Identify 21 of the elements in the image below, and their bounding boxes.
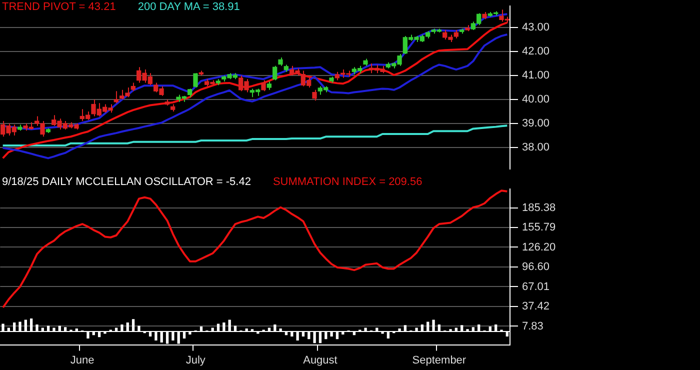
y-tick-label: 40.00 xyxy=(522,94,550,106)
y-tick-label: 37.42 xyxy=(522,300,550,313)
text: 9/18/25 DAILY MCCLELLAN OSCILLATOR = -5.42 xyxy=(2,176,251,188)
x-tick-label: July xyxy=(186,354,206,366)
text: TREND PIVOT = 43.21 xyxy=(2,1,116,13)
y-tick-label: 67.01 xyxy=(522,280,550,293)
y-tick-label: 185.38 xyxy=(522,202,556,214)
y-tick-label: 155.79 xyxy=(522,222,556,234)
y-tick-label: 39.00 xyxy=(522,117,550,130)
y-tick-label: 126.20 xyxy=(522,241,556,254)
y-tick-label: 42.00 xyxy=(522,46,550,58)
x-tick-label: September xyxy=(412,354,466,366)
x-tick-label: August xyxy=(303,354,338,366)
text: 200 DAY MA = 38.91 xyxy=(138,1,240,13)
y-tick-label: 43.00 xyxy=(522,22,550,34)
x-tick-label: June xyxy=(70,354,94,366)
y-tick-label: 41.00 xyxy=(522,70,550,82)
y-tick-label: 96.60 xyxy=(522,261,550,274)
y-tick-label: 38.00 xyxy=(522,141,550,154)
y-tick-label: 7.83 xyxy=(522,320,544,332)
series-label: SUMMATION INDEX = 209.56 xyxy=(272,176,422,188)
